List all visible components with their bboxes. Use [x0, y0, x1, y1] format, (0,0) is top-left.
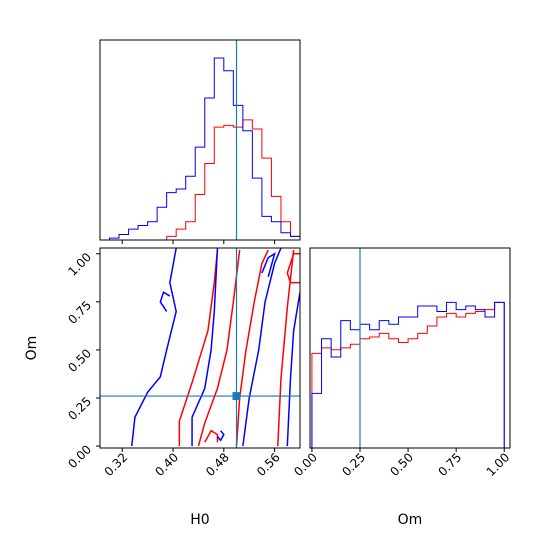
joint-x-tick-label: 0.40 [152, 450, 181, 479]
joint-frame [99, 247, 301, 449]
joint-y-tick-label: 0.75 [65, 298, 94, 327]
joint-x-tick-label: 0.48 [203, 450, 232, 479]
joint-y-tick-label: 0.25 [65, 394, 94, 423]
contour-blue-line [191, 248, 219, 447]
histogram-blue-series [100, 57, 301, 241]
contour-red-line [277, 249, 295, 447]
x-axis-label-om: Om [398, 512, 423, 528]
contour-blue-line [159, 291, 171, 312]
histogram-red-series [100, 119, 301, 241]
om-marginal-frame [309, 247, 511, 449]
contour-red-line [286, 253, 300, 284]
h0-marginal-frame [99, 39, 301, 241]
om-x-tick-label: 0.00 [291, 450, 320, 479]
om-marginal-panel: 0.00 0.25 0.50 0.75 1.00 Om [291, 247, 513, 528]
contour-blue-line [131, 248, 177, 447]
joint-y-tick-label: 1.00 [65, 250, 94, 279]
contour-blue-line [261, 252, 276, 278]
contour-red-line [204, 429, 219, 443]
contour-red-line [235, 249, 269, 447]
joint-x-tick-label: 0.56 [254, 450, 283, 479]
contour-blue-line [242, 248, 282, 447]
x-axis-label-h0: H0 [190, 512, 209, 528]
contour-blue-line [286, 292, 300, 447]
y-axis-label-om: Om [24, 336, 40, 361]
contour-red-line [178, 249, 219, 447]
histogram-blue-series [311, 301, 505, 448]
joint-y-tick-label: 0.50 [65, 346, 94, 375]
om-x-tick-label: 0.25 [339, 450, 368, 479]
h0-marginal-panel [99, 39, 301, 244]
joint-panel: 0.32 0.40 0.48 0.560.000.250.500.751.00 H0 … [24, 247, 301, 528]
contour-red-line [197, 249, 241, 447]
joint-x-tick-label: 0.32 [102, 450, 131, 479]
om-x-tick-label: 0.75 [435, 450, 464, 479]
truth-marker [232, 392, 241, 401]
om-x-tick-label: 0.50 [387, 450, 416, 479]
om-x-tick-label: 1.00 [484, 450, 513, 479]
contour-blue-line [216, 430, 225, 442]
joint-y-tick-label: 0.00 [65, 442, 94, 471]
